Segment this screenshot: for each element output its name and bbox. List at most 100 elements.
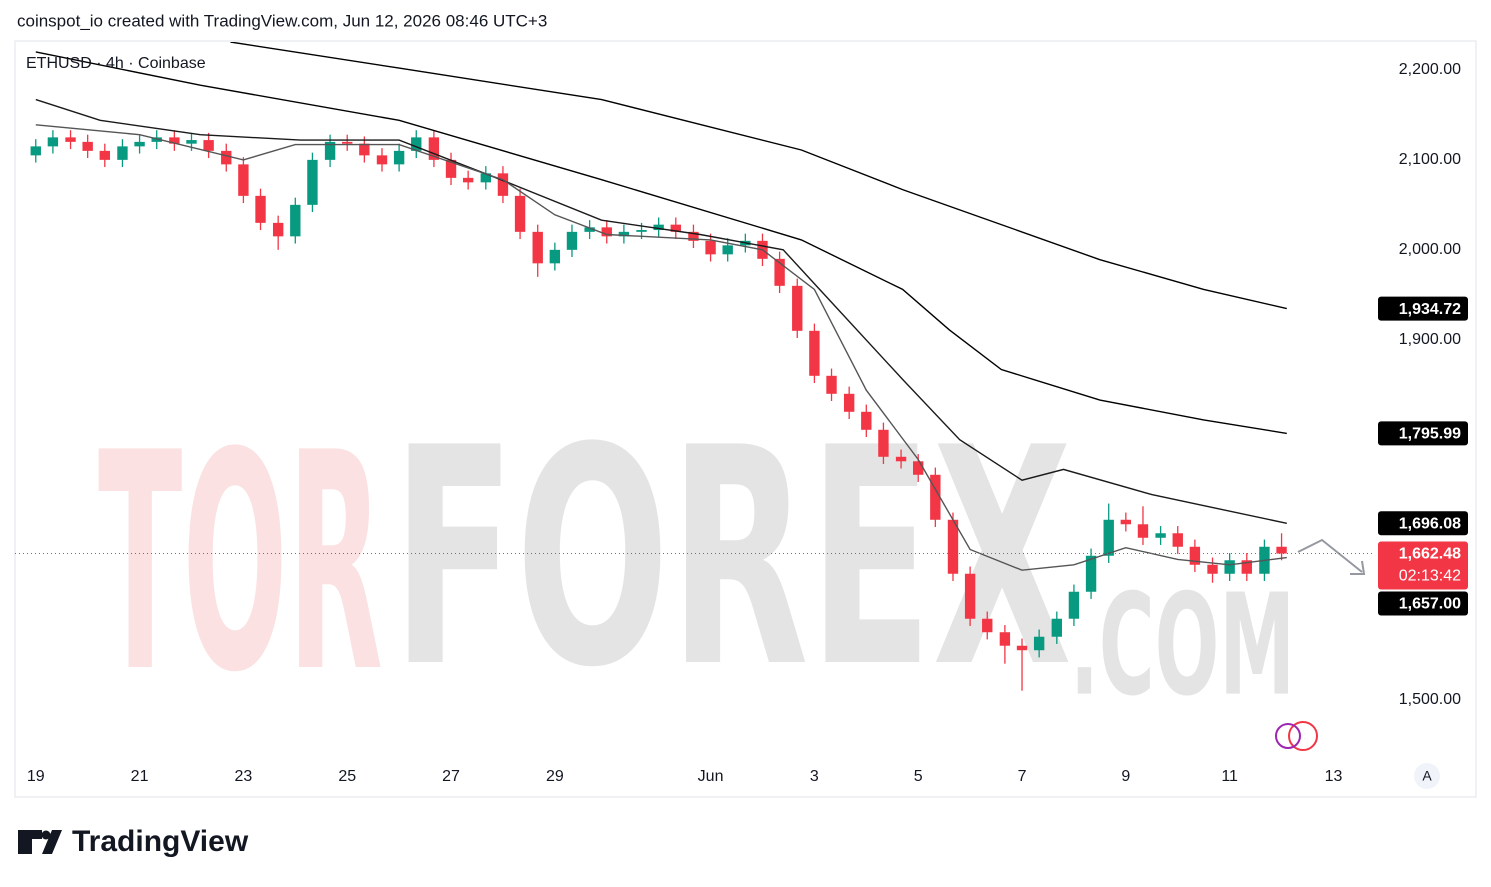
candle-body	[792, 285, 803, 331]
price-tag-label: 1,662.48	[1399, 546, 1461, 563]
candle-body	[445, 159, 457, 178]
candle-body	[653, 224, 664, 231]
candle-body	[861, 411, 872, 430]
candle-body	[1103, 519, 1114, 556]
candle-body	[376, 155, 388, 165]
candle-body	[1085, 555, 1097, 592]
candle-body	[930, 474, 941, 520]
x-tick-label: 25	[338, 768, 356, 785]
candle-body	[186, 140, 197, 144]
candle-body	[774, 258, 785, 286]
chart-title: ETHUSD · 4h · Coinbase	[26, 55, 206, 72]
moving-average	[35, 124, 1287, 571]
candle-body	[203, 140, 214, 151]
flag-icon[interactable]	[1288, 721, 1318, 751]
y-tick-label: 2,100.00	[1399, 151, 1461, 168]
candle-body	[964, 573, 976, 619]
plot	[30, 42, 1287, 691]
candle-body	[1033, 636, 1045, 651]
price-tag	[1378, 511, 1468, 536]
candle-body	[1189, 546, 1201, 565]
candle-body	[151, 137, 162, 142]
frame	[14, 40, 1477, 798]
candle-body	[947, 519, 959, 574]
price-countdown: 02:13:42	[1399, 568, 1461, 585]
event-icon[interactable]	[1275, 723, 1301, 749]
candle-body	[1172, 533, 1183, 547]
x-tick-label: 23	[234, 768, 252, 785]
x-tick-label: 7	[1018, 768, 1027, 785]
candle-body	[1120, 519, 1132, 525]
watermark: TOR FOREX .COM	[98, 384, 1295, 738]
watermark-text: TOR	[98, 389, 383, 738]
x-tick-label: 19	[27, 768, 45, 785]
candle-body	[982, 618, 993, 633]
candle-body	[393, 150, 405, 165]
candle-body	[722, 245, 733, 255]
candle-body	[342, 141, 353, 144]
x-tick-label: 27	[442, 768, 460, 785]
footer-brand: TradingView	[72, 825, 249, 858]
x-tick-label: 11	[1221, 768, 1238, 785]
candle-body	[809, 330, 820, 376]
candle-body	[1068, 591, 1080, 619]
candle-body	[65, 137, 76, 142]
price-tag	[1378, 591, 1468, 616]
y-tick-label: 2,000.00	[1399, 241, 1461, 258]
axis-button-label[interactable]: A	[1422, 768, 1432, 784]
candle-body	[117, 146, 128, 160]
candle-body	[618, 231, 630, 237]
y-tick-label: 2,200.00	[1399, 61, 1461, 78]
candle-body	[584, 227, 595, 232]
candle-body	[1224, 560, 1235, 574]
candle-body	[670, 224, 681, 232]
candle-body	[480, 173, 491, 183]
candle-body	[428, 137, 440, 160]
candle-body	[272, 222, 284, 237]
candle-body	[324, 141, 336, 160]
candle-body	[290, 204, 301, 237]
candle-body	[532, 231, 543, 264]
candle-body	[566, 231, 578, 250]
price-tag	[1378, 541, 1468, 590]
moving-average	[35, 51, 1287, 435]
price-tag-label: 1,795.99	[1399, 426, 1461, 443]
candle-body	[913, 461, 924, 475]
price-tag-label: 1,657.00	[1399, 596, 1461, 613]
candle-body	[636, 230, 647, 232]
candle-body	[514, 195, 526, 232]
logo	[18, 830, 62, 854]
watermark-text: .COM	[1070, 565, 1295, 728]
candle-body	[1241, 560, 1252, 574]
candle-body	[82, 141, 93, 151]
candle-body	[1016, 645, 1028, 651]
candle-body	[1155, 533, 1166, 538]
candle-body	[999, 632, 1011, 646]
candle-body	[549, 249, 561, 264]
candle-body	[221, 150, 232, 165]
x-tick-label: Jun	[698, 768, 724, 785]
projection-arrow	[1297, 538, 1363, 573]
y-tick-label: 1,900.00	[1399, 331, 1461, 348]
candle-body	[462, 177, 474, 183]
candle-body	[895, 456, 907, 462]
candle-body	[1276, 546, 1287, 554]
candle-body	[134, 141, 145, 147]
candle-body	[99, 150, 110, 160]
price-tag	[1378, 421, 1468, 446]
axis-button[interactable]	[1414, 763, 1440, 789]
price-tag	[1378, 296, 1468, 321]
x-tick-label: 3	[810, 768, 819, 785]
candle-body	[497, 173, 509, 196]
candle-body	[826, 375, 837, 394]
y-tick-label: 1,500.00	[1399, 691, 1461, 708]
candle-body	[1207, 564, 1218, 574]
candle-body	[878, 429, 889, 457]
x-tick-label: 13	[1325, 768, 1343, 785]
candle-body	[30, 146, 41, 156]
price-tag-label: 1,696.08	[1399, 516, 1461, 533]
x-tick-label: 9	[1121, 768, 1130, 785]
candle-body	[688, 231, 699, 241]
moving-average	[230, 42, 1287, 310]
